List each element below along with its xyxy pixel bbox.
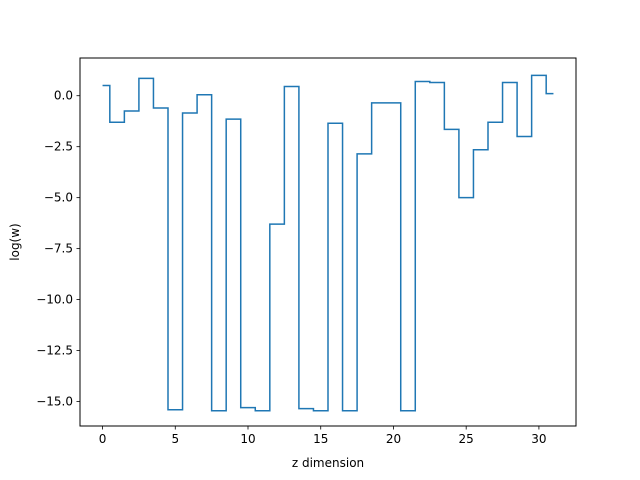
x-tick-label: 5 [171,432,179,446]
y-axis: 0.0 −2.5 −5.0 −7.5 −10.0 −12.5 −15.0 [36,89,80,409]
series-step-line [102,74,554,412]
y-tick-label: −15.0 [36,395,73,409]
y-tick-label: −5.0 [44,191,73,205]
y-tick-label: −7.5 [44,242,73,256]
x-axis: 0 5 10 15 20 25 30 [99,426,547,446]
x-tick-label: 0 [99,432,107,446]
x-tick-label: 30 [531,432,546,446]
x-axis-label: z dimension [292,456,364,470]
data-layer [102,74,554,412]
y-tick-label: −10.0 [36,293,73,307]
y-tick-label: −12.5 [36,344,73,358]
x-tick-label: 20 [386,432,401,446]
plot-area [79,57,577,427]
axes-frame [79,57,577,427]
x-tick-label: 10 [240,432,255,446]
x-tick-label: 25 [459,432,474,446]
y-axis-label: log(w) [8,223,22,260]
y-tick-label: −2.5 [44,140,73,154]
y-tick-label: 0.0 [54,89,73,103]
x-tick-label: 15 [313,432,328,446]
